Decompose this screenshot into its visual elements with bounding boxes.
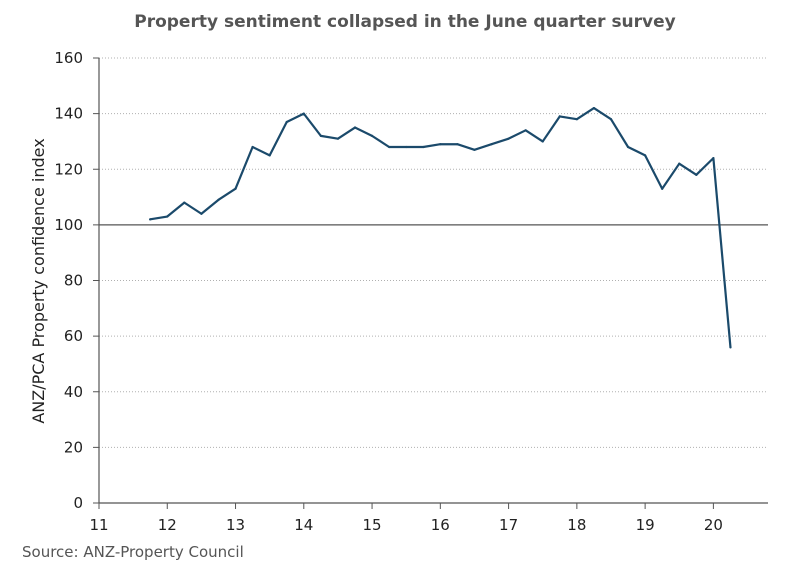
y-tick-label: 100	[54, 216, 83, 234]
data-point	[695, 173, 698, 176]
y-tick-label: 120	[54, 160, 83, 178]
data-point	[336, 137, 340, 140]
source-note: Source: ANZ-Property Council	[22, 543, 244, 561]
data-point	[439, 143, 442, 146]
chart-title: Property sentiment collapsed in the June…	[134, 12, 676, 32]
data-point	[268, 154, 271, 157]
data-point	[200, 212, 203, 215]
y-tick-label: 0	[73, 494, 83, 512]
x-tick-label: 19	[636, 516, 655, 534]
x-tick-label: 17	[499, 516, 518, 534]
data-point	[558, 115, 561, 118]
x-tick-label: 14	[294, 516, 313, 534]
data-point	[183, 201, 186, 204]
data-point	[353, 126, 357, 129]
axes	[93, 57, 768, 509]
data-point	[302, 112, 305, 115]
data-point	[712, 157, 715, 160]
x-tick-label: 16	[431, 516, 450, 534]
data-point	[592, 106, 596, 110]
data-point	[644, 154, 647, 157]
data-point	[166, 215, 169, 218]
y-axis-title: ANZ/PCA Property confidence index	[29, 138, 48, 423]
series	[149, 106, 732, 349]
data-point	[661, 187, 664, 190]
y-tick-labels: 0 20 40 60 80 100 120 140 160	[54, 49, 83, 512]
data-point	[541, 140, 544, 143]
data-point	[729, 346, 732, 349]
data-point	[217, 198, 220, 201]
data-point	[422, 145, 425, 149]
y-tick-label: 160	[54, 49, 83, 67]
y-tick-label: 20	[64, 438, 83, 456]
data-point	[251, 145, 254, 149]
x-tick-label: 11	[89, 516, 108, 534]
x-tick-label: 18	[567, 516, 586, 534]
data-point	[609, 118, 613, 121]
data-point	[678, 162, 681, 165]
y-tick-label: 40	[64, 383, 83, 401]
y-tick-label: 80	[64, 272, 83, 290]
data-point	[456, 143, 459, 146]
data-point	[370, 134, 374, 137]
data-point	[388, 145, 391, 149]
data-point	[319, 134, 322, 137]
gridlines	[99, 57, 768, 448]
data-point	[234, 187, 237, 190]
data-point	[473, 148, 476, 151]
y-tick-label: 60	[64, 327, 83, 345]
data-point	[575, 118, 578, 121]
data-point	[490, 143, 493, 146]
x-tick-labels: 11 12 13 14 15 16 17 18 19 20	[89, 516, 722, 534]
data-point	[507, 137, 510, 140]
data-point	[626, 145, 630, 149]
x-tick-label: 13	[226, 516, 245, 534]
data-point	[285, 120, 288, 124]
x-tick-label: 12	[158, 516, 177, 534]
data-point	[149, 218, 152, 221]
data-point	[524, 129, 527, 132]
y-tick-label: 140	[54, 105, 83, 123]
x-tick-label: 15	[363, 516, 382, 534]
data-point	[405, 145, 408, 149]
x-tick-label: 20	[704, 516, 723, 534]
